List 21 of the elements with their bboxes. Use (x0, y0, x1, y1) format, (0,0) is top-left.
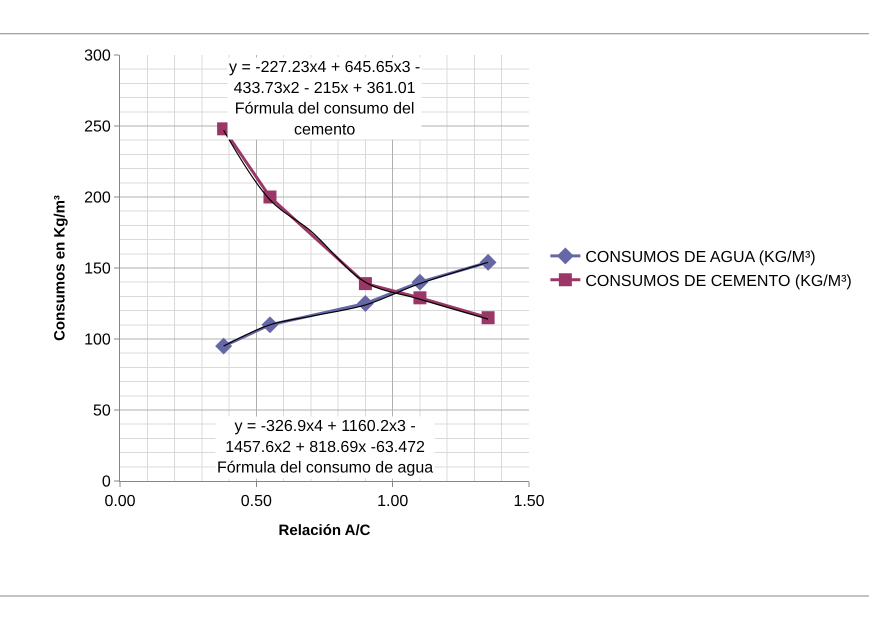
y-tick-label: 0 (102, 474, 111, 491)
annotation: y = -227.23x4 + 645.65x3 - 433.73x2 - 215x + 361.01 Fórmula del consumo del cemento (229, 59, 420, 138)
y-tick-label: 50 (93, 402, 111, 420)
x-tick-label: 0.00 (104, 493, 136, 510)
legend-label: CONSUMOS DE AGUA (KG/M³) (585, 249, 816, 266)
point (482, 311, 495, 324)
x-tick-label: 1.50 (513, 493, 545, 510)
point (480, 254, 497, 271)
y-axis-title: Consumos en Kg/m³ (51, 195, 68, 341)
y-tick-label: 100 (84, 332, 111, 349)
annotation: y = -326.9x4 + 1160.2x3 - 1457.6x2 + 818.69x -63.472 Fórmula del consumo de agua (217, 418, 434, 477)
y-tick-label: 300 (84, 48, 111, 65)
legend-label: CONSUMOS DE CEMENTO (KG/M³) (585, 272, 852, 290)
y-tick-label: 250 (84, 118, 111, 136)
y-tick-label: 200 (84, 190, 111, 207)
y-tick-label: 150 (84, 260, 111, 278)
point (215, 338, 232, 355)
x-tick-label: 1.00 (377, 493, 408, 510)
x-axis-title: Relación A/C (278, 522, 371, 540)
x-tick-label: 0.50 (240, 493, 272, 510)
point (413, 291, 426, 304)
